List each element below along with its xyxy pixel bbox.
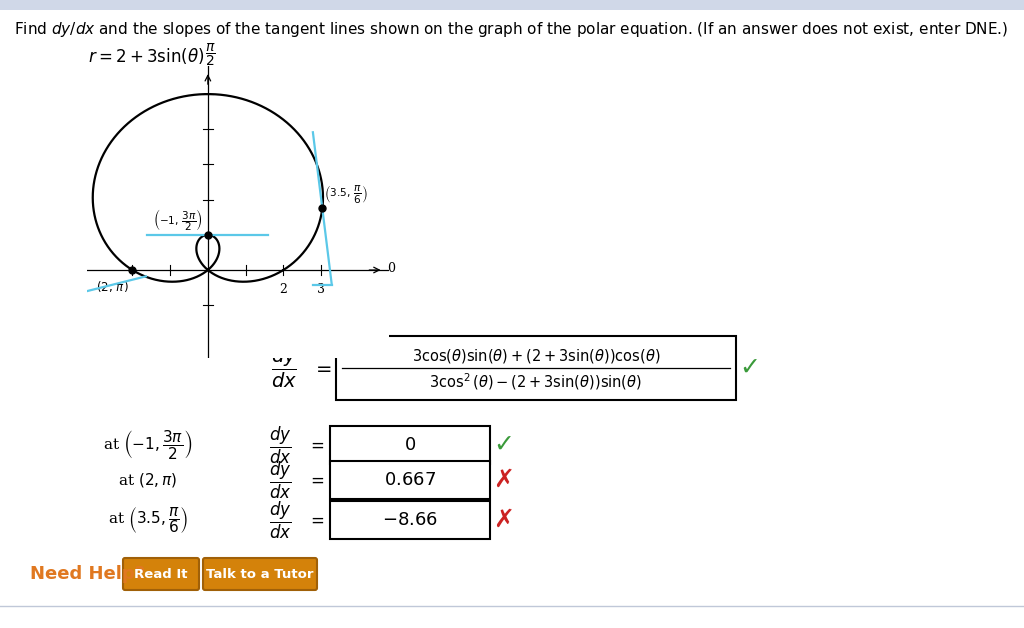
Text: ✗: ✗ [494,508,514,532]
FancyBboxPatch shape [123,558,199,590]
Text: at $(2, \pi)$: at $(2, \pi)$ [119,471,177,489]
Text: 0: 0 [387,262,395,274]
Text: Talk to a Tutor: Talk to a Tutor [206,568,313,580]
Text: 3: 3 [317,283,326,296]
Text: $=$: $=$ [312,359,332,377]
Text: 2: 2 [280,283,288,296]
Text: at $\left(3.5, \dfrac{\pi}{6}\right)$: at $\left(3.5, \dfrac{\pi}{6}\right)$ [108,505,188,535]
Text: $(2,\,\pi)$: $(2,\,\pi)$ [96,279,129,294]
Text: $\dfrac{dy}{dx}$: $\dfrac{dy}{dx}$ [268,425,291,465]
Text: Need Help?: Need Help? [30,565,145,583]
Text: at $\left(-1, \dfrac{3\pi}{2}\right)$: at $\left(-1, \dfrac{3\pi}{2}\right)$ [103,428,193,462]
Text: ✗: ✗ [494,468,514,492]
Text: ✓: ✓ [494,433,514,457]
FancyBboxPatch shape [203,558,317,590]
Text: $=$: $=$ [307,436,325,453]
Text: $\left(-1,\,\dfrac{3\pi}{2}\right)$: $\left(-1,\,\dfrac{3\pi}{2}\right)$ [153,207,202,233]
Text: $-8.66$: $-8.66$ [382,511,438,529]
Text: $\left(3.5,\,\dfrac{\pi}{6}\right)$: $\left(3.5,\,\dfrac{\pi}{6}\right)$ [325,183,368,205]
Bar [336,336,736,400]
Text: $0$: $0$ [403,436,416,454]
Text: $0.667$: $0.667$ [384,471,436,489]
Bar [330,461,490,499]
Text: $3\cos(\theta)\sin(\theta) + \left(2 + 3\sin(\theta)\right)\cos(\theta)$: $3\cos(\theta)\sin(\theta) + \left(2 + 3… [412,347,660,365]
Text: $=$: $=$ [307,511,325,529]
Text: $\dfrac{dy}{dx}$: $\dfrac{dy}{dx}$ [271,346,297,390]
Text: $\dfrac{dy}{dx}$: $\dfrac{dy}{dx}$ [268,499,291,541]
Bar [330,501,490,539]
Text: ✓: ✓ [739,356,761,380]
Text: $3\cos^{2}(\theta) - \left(2 + 3\sin(\theta)\right)\sin(\theta)$: $3\cos^{2}(\theta) - \left(2 + 3\sin(\th… [429,372,642,392]
Bar [330,426,490,464]
Text: $r = 2 + 3\sin(\theta)$: $r = 2 + 3\sin(\theta)$ [88,46,205,66]
Text: $\dfrac{\pi}{2}$: $\dfrac{\pi}{2}$ [206,41,216,68]
Text: Read It: Read It [134,568,187,580]
Text: Find $dy/dx$ and the slopes of the tangent lines shown on the graph of the polar: Find $dy/dx$ and the slopes of the tange… [14,20,1009,39]
Text: $\dfrac{dy}{dx}$: $\dfrac{dy}{dx}$ [268,460,291,501]
Text: $=$: $=$ [307,472,325,489]
Bar [0,0,1024,10]
